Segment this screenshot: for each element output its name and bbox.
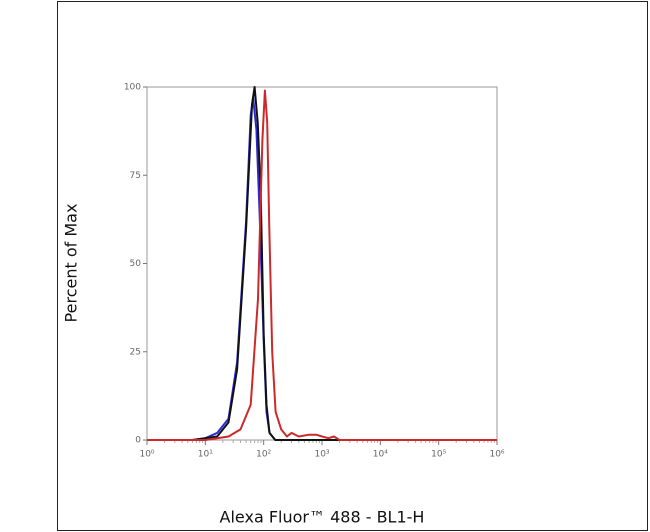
plot-area <box>146 86 498 441</box>
x-tick-label: 10⁴ <box>373 450 388 460</box>
y-tick-label: 100 <box>124 83 141 93</box>
y-tick-label: 50 <box>130 259 142 269</box>
x-tick-label: 10² <box>256 450 271 460</box>
series-line <box>147 89 497 441</box>
series-line <box>147 86 497 441</box>
x-tick-label: 10⁵ <box>431 450 446 460</box>
x-tick-label: 10⁶ <box>489 450 504 460</box>
y-axis-title: Percent of Max <box>62 204 81 323</box>
y-tick-label: 25 <box>130 347 141 357</box>
x-tick-label: 10³ <box>314 450 329 460</box>
frame <box>57 1 648 531</box>
y-tick-label: 0 <box>135 436 141 446</box>
series-line <box>147 96 497 441</box>
x-tick-label: 10¹ <box>198 450 213 460</box>
x-tick-label: 10⁰ <box>139 450 154 460</box>
y-tick-label: 75 <box>130 171 141 181</box>
x-axis-title: Alexa Fluor™ 488 - BL1-H <box>220 508 425 527</box>
